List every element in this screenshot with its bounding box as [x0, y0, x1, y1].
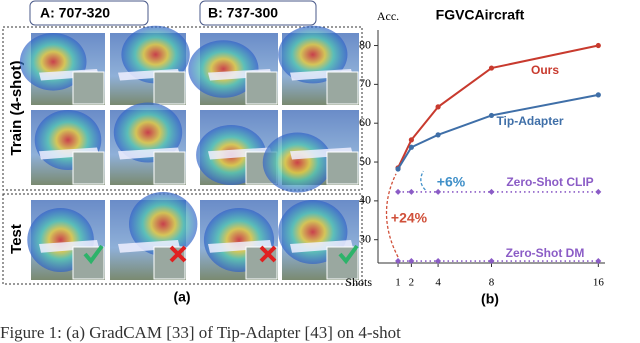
train-box	[2, 26, 363, 191]
airplane	[118, 240, 180, 253]
airplane	[39, 147, 99, 160]
series-line	[397, 93, 599, 170]
x-tick-label: 1	[395, 277, 401, 289]
point	[595, 42, 601, 49]
airplane	[39, 240, 99, 253]
thumbnail	[153, 151, 186, 185]
point	[408, 188, 415, 195]
x-tick-label: 16	[593, 277, 605, 289]
point	[595, 258, 602, 265]
airplane	[290, 147, 353, 160]
images	[19, 25, 359, 280]
heatmap	[121, 25, 190, 84]
header-box	[199, 0, 317, 26]
header: A: 707-320	[40, 5, 110, 21]
point	[395, 166, 401, 172]
check-mark	[83, 244, 104, 265]
x-tick-label: 2	[409, 277, 415, 289]
cross-mark	[259, 245, 277, 263]
airplane	[290, 240, 353, 253]
y-tick-label: 50	[359, 154, 371, 168]
chart-title: FGVCAircraft	[436, 7, 525, 23]
point	[488, 65, 495, 71]
series-label: Tip-Adapter	[496, 114, 563, 128]
point	[395, 188, 402, 195]
point	[408, 137, 414, 143]
chart: FGVCAircraft Acc. Shots (b) 30 40 50 60 70 80…	[345, 7, 605, 307]
arrow-arc	[420, 170, 426, 191]
point	[435, 104, 441, 110]
point	[595, 92, 601, 98]
figure-caption: Figure 1: (a) GradCAM [33] of Tip-Adapte…	[0, 323, 401, 342]
point	[435, 132, 441, 138]
series-label: Ours	[531, 63, 559, 77]
airplane	[118, 147, 180, 160]
point	[408, 144, 414, 150]
series-label: Zero-Shot CLIP	[506, 175, 593, 189]
annotation: +6%	[437, 174, 466, 190]
header-box	[29, 0, 149, 26]
row-label: Test	[8, 224, 25, 254]
point	[595, 188, 602, 195]
x-tick-label: 8	[489, 277, 495, 289]
heatmap	[188, 40, 259, 98]
airplane	[208, 240, 272, 253]
x-tick-label: 4	[435, 277, 441, 289]
header: B: 737-300	[208, 5, 278, 21]
thumbnail	[72, 71, 105, 105]
thumbnail	[245, 71, 278, 105]
heatmap	[129, 192, 198, 256]
thumbnail	[326, 151, 359, 185]
heatmap	[113, 102, 183, 163]
y-tick-label: 30	[359, 231, 371, 245]
caption-a: (a)	[173, 289, 190, 305]
series-label: Zero-Shot DM	[506, 246, 585, 260]
cross-mark	[169, 245, 187, 263]
thumbnail	[72, 151, 105, 185]
test-box	[2, 193, 363, 285]
point	[435, 258, 442, 265]
series-line	[397, 44, 599, 169]
point	[435, 188, 442, 195]
point	[488, 258, 495, 265]
thumbnail	[326, 71, 359, 105]
x-axis-label: Shots	[345, 275, 372, 289]
heatmap	[262, 132, 333, 193]
caption-b: (b)	[481, 291, 499, 307]
point	[488, 188, 495, 195]
thumbnail	[153, 71, 186, 105]
row-label: Train (4-shot)	[8, 60, 25, 155]
point	[408, 258, 415, 265]
y-tick-label: 80	[359, 37, 371, 51]
y-tick-label: 40	[359, 193, 371, 207]
y-tick-label: 60	[359, 115, 371, 129]
y-axis-label: Acc.	[377, 9, 399, 23]
arrow-arc	[385, 173, 399, 258]
point	[488, 112, 495, 119]
y-tick-label: 70	[359, 76, 371, 90]
annotation: +24%	[391, 210, 428, 226]
check-mark	[338, 244, 359, 265]
point	[395, 258, 402, 265]
heatmap	[278, 25, 348, 84]
airplane	[208, 147, 272, 160]
